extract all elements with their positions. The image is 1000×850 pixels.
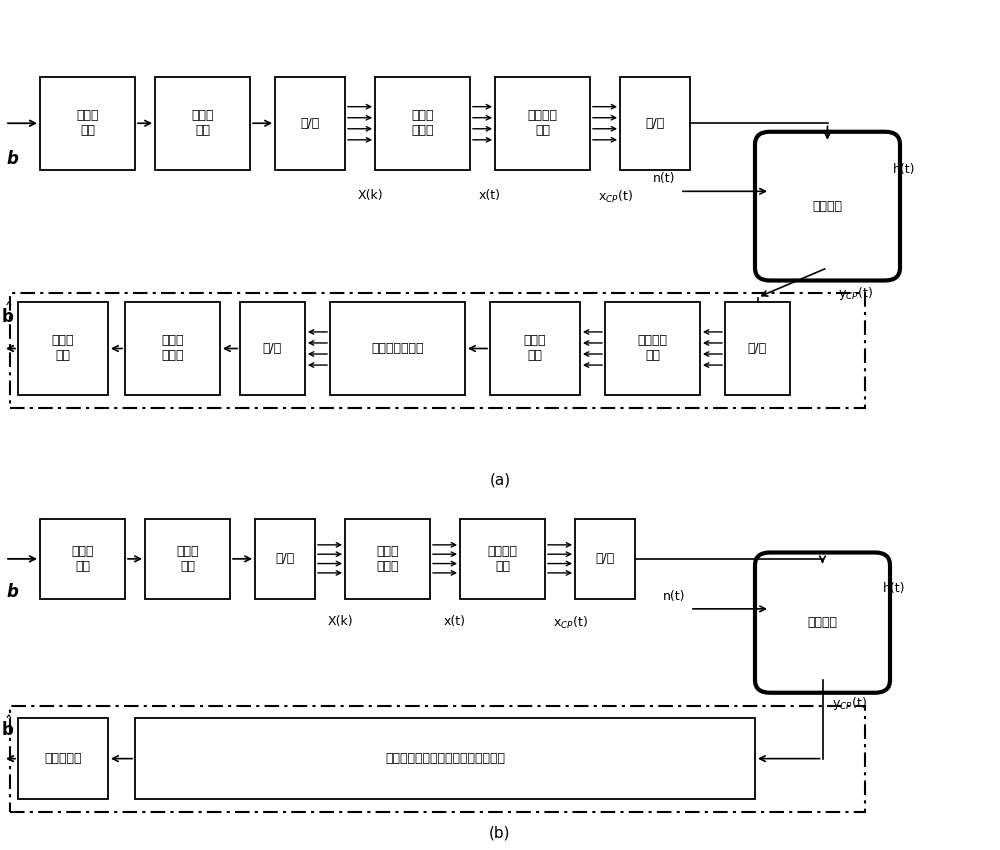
FancyBboxPatch shape <box>725 302 790 395</box>
FancyBboxPatch shape <box>275 76 345 170</box>
Text: 信道估计与均衡: 信道估计与均衡 <box>371 342 424 355</box>
Text: y$_{CP}$(t): y$_{CP}$(t) <box>838 285 872 302</box>
Text: 时间反转一批归一化一卷积神经网络: 时间反转一批归一化一卷积神经网络 <box>385 752 505 765</box>
Text: X(k): X(k) <box>327 615 353 627</box>
Text: x(t): x(t) <box>479 189 501 201</box>
Text: 串/并: 串/并 <box>300 116 320 130</box>
FancyBboxPatch shape <box>755 132 900 280</box>
FancyBboxPatch shape <box>40 518 125 599</box>
FancyBboxPatch shape <box>375 76 470 170</box>
Text: 二进制
输出: 二进制 输出 <box>52 335 74 362</box>
FancyBboxPatch shape <box>495 76 590 170</box>
Text: y$_{CP}$(t): y$_{CP}$(t) <box>832 695 867 712</box>
FancyBboxPatch shape <box>135 718 755 799</box>
Text: 傅里叶
逆变换: 傅里叶 逆变换 <box>411 110 434 137</box>
Text: n(t): n(t) <box>662 590 685 603</box>
Text: $\hat{\mathbf{b}}$: $\hat{\mathbf{b}}$ <box>1 716 15 740</box>
FancyBboxPatch shape <box>145 518 230 599</box>
Text: 水声信道: 水声信道 <box>812 200 842 212</box>
FancyBboxPatch shape <box>155 76 250 170</box>
FancyBboxPatch shape <box>125 302 220 395</box>
FancyBboxPatch shape <box>605 302 700 395</box>
Text: h(t): h(t) <box>883 581 906 595</box>
Text: 并/串: 并/串 <box>595 552 615 565</box>
Text: 二进制输出: 二进制输出 <box>44 752 82 765</box>
Text: 插入循环
前缀: 插入循环 前缀 <box>488 545 518 573</box>
Text: 串/并: 串/并 <box>748 342 767 355</box>
Text: 水声信道: 水声信道 <box>808 616 838 629</box>
FancyBboxPatch shape <box>18 718 108 799</box>
Text: b: b <box>6 150 18 168</box>
Text: 二进制
输入: 二进制 输入 <box>71 545 94 573</box>
Text: 并/串: 并/串 <box>645 116 665 130</box>
Text: x(t): x(t) <box>444 615 466 627</box>
FancyBboxPatch shape <box>18 302 108 395</box>
Text: 傅里叶
变换: 傅里叶 变换 <box>524 335 546 362</box>
Text: X(k): X(k) <box>357 189 383 201</box>
Text: 串/并: 串/并 <box>275 552 295 565</box>
Text: 星座图
解映射: 星座图 解映射 <box>161 335 184 362</box>
Text: x$_{CP}$(t): x$_{CP}$(t) <box>598 189 632 205</box>
Text: h(t): h(t) <box>893 162 916 176</box>
FancyBboxPatch shape <box>345 518 430 599</box>
FancyBboxPatch shape <box>620 76 690 170</box>
Text: x$_{CP}$(t): x$_{CP}$(t) <box>553 615 587 631</box>
Text: b: b <box>6 583 18 601</box>
Text: 二进制
输入: 二进制 输入 <box>76 110 99 137</box>
FancyBboxPatch shape <box>755 552 890 693</box>
Text: 插入循环
前缀: 插入循环 前缀 <box>528 110 558 137</box>
Text: 星座图
映射: 星座图 映射 <box>191 110 214 137</box>
Text: 星座图
映射: 星座图 映射 <box>176 545 199 573</box>
FancyBboxPatch shape <box>460 518 545 599</box>
Text: (b): (b) <box>489 825 511 841</box>
FancyBboxPatch shape <box>255 518 315 599</box>
Text: 傅里叶
逆变换: 傅里叶 逆变换 <box>376 545 399 573</box>
Text: n(t): n(t) <box>652 172 675 184</box>
Text: 并/串: 并/串 <box>263 342 282 355</box>
Text: (a): (a) <box>489 473 511 488</box>
FancyBboxPatch shape <box>330 302 465 395</box>
FancyBboxPatch shape <box>40 76 135 170</box>
Text: 移除循环
前缀: 移除循环 前缀 <box>638 335 668 362</box>
FancyBboxPatch shape <box>490 302 580 395</box>
FancyBboxPatch shape <box>575 518 635 599</box>
FancyBboxPatch shape <box>240 302 305 395</box>
Text: $\hat{\mathbf{b}}$: $\hat{\mathbf{b}}$ <box>1 303 15 327</box>
